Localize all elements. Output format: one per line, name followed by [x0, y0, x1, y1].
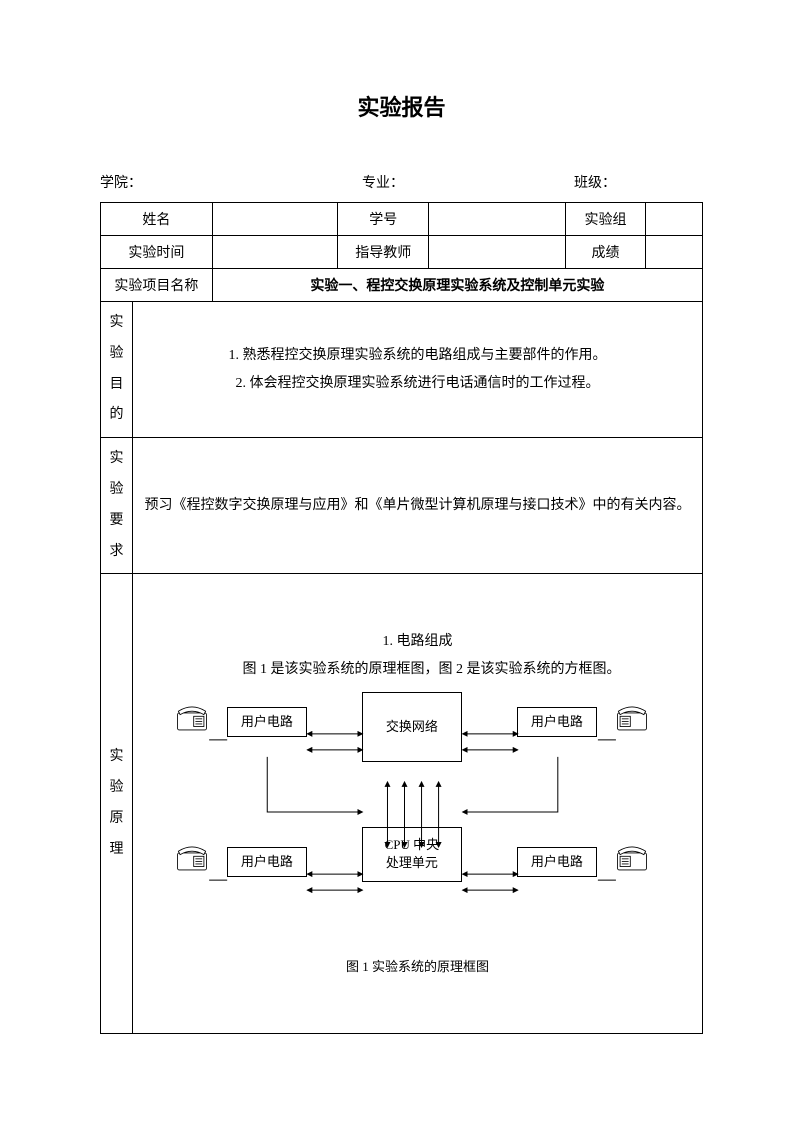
college-label: 学院： — [100, 172, 142, 192]
user-circuit-bl: 用户电路 — [227, 847, 307, 877]
purpose-label: 实验目的 — [101, 302, 133, 438]
diagram-figure1: 用户电路 用户电路 用户电路 用户电路 交换网络 CPU 中央 处理单元 — [137, 692, 698, 952]
principle-label: 实验原理 — [101, 574, 133, 1034]
purpose-line1: 1. 熟悉程控交换原理实验系统的电路组成与主要部件的作用。 — [137, 342, 698, 370]
cpu-unit: CPU 中央 处理单元 — [362, 827, 462, 882]
name-value — [212, 203, 337, 236]
project-label: 实验项目名称 — [101, 269, 213, 302]
figure1-caption: 图 1 实验系统的原理框图 — [137, 954, 698, 980]
id-label: 学号 — [338, 203, 429, 236]
group-label: 实验组 — [566, 203, 646, 236]
phone-icon — [175, 844, 209, 872]
name-label: 姓名 — [101, 203, 213, 236]
user-circuit-tl: 用户电路 — [227, 707, 307, 737]
time-label: 实验时间 — [101, 236, 213, 269]
cpu-line1: CPU 中央 — [385, 836, 440, 854]
teacher-label: 指导教师 — [338, 236, 429, 269]
requirement-content: 预习《程控数字交换原理与应用》和《单片微型计算机原理与接口技术》中的有关内容。 — [132, 438, 702, 574]
principle-desc: 图 1 是该实验系统的原理框图，图 2 是该实验系统的方框图。 — [137, 656, 698, 684]
principle-heading: 1. 电路组成 — [137, 628, 698, 656]
class-label: 班级： — [574, 172, 616, 192]
purpose-line2: 2. 体会程控交换原理实验系统进行电话通信时的工作过程。 — [137, 370, 698, 398]
major-label: 专业： — [362, 172, 404, 192]
group-value — [645, 203, 702, 236]
phone-icon — [175, 704, 209, 732]
principle-content: 1. 电路组成 图 1 是该实验系统的原理框图，图 2 是该实验系统的方框图。 … — [132, 574, 702, 1034]
teacher-value — [429, 236, 566, 269]
purpose-content: 1. 熟悉程控交换原理实验系统的电路组成与主要部件的作用。 2. 体会程控交换原… — [132, 302, 702, 438]
header-row: 学院： 专业： 班级： — [100, 172, 703, 192]
grade-label: 成绩 — [566, 236, 646, 269]
page-title: 实验报告 — [100, 90, 703, 122]
switch-network: 交换网络 — [362, 692, 462, 762]
cpu-line2: 处理单元 — [386, 854, 438, 872]
phone-icon — [615, 844, 649, 872]
id-value — [429, 203, 566, 236]
report-table: 姓名 学号 实验组 实验时间 指导教师 成绩 实验项目名称 实验一、程控交换原理… — [100, 202, 703, 1034]
grade-value — [645, 236, 702, 269]
time-value — [212, 236, 337, 269]
requirement-text: 预习《程控数字交换原理与应用》和《单片微型计算机原理与接口技术》中的有关内容。 — [137, 492, 698, 520]
user-circuit-tr: 用户电路 — [517, 707, 597, 737]
requirement-label: 实验要求 — [101, 438, 133, 574]
phone-icon — [615, 704, 649, 732]
project-title: 实验一、程控交换原理实验系统及控制单元实验 — [212, 269, 702, 302]
user-circuit-br: 用户电路 — [517, 847, 597, 877]
